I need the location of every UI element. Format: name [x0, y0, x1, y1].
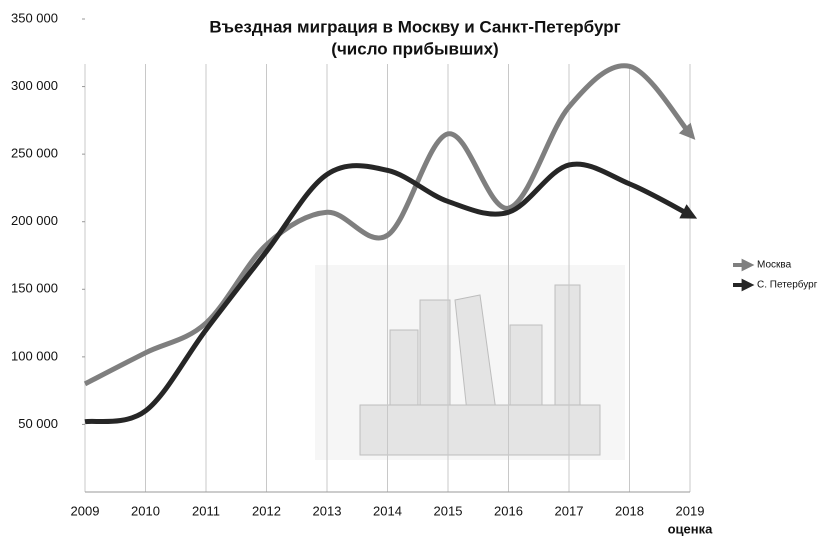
y-tick-label: 200 000 — [11, 213, 58, 228]
x-tick-label: 2013 — [313, 503, 342, 518]
x-tick-label: 2012 — [252, 503, 281, 518]
chart-title: Въездная миграция в Москву и Санкт-Петер… — [209, 17, 620, 36]
legend-label: С. Петербург — [757, 279, 818, 291]
x-tick-label: 2009 — [71, 503, 100, 518]
annotation: оценка — [668, 521, 714, 536]
chart-subtitle: (число прибывших) — [331, 39, 498, 58]
x-tick-label: 2015 — [434, 503, 463, 518]
x-tick-label: 2018 — [615, 503, 644, 518]
y-tick-label: 150 000 — [11, 281, 58, 296]
y-tick-label: 350 000 — [11, 10, 58, 25]
chart: Въездная миграция в Москву и Санкт-Петер… — [0, 0, 819, 536]
skyline-illustration — [315, 265, 625, 460]
x-tick-label: 2017 — [555, 503, 584, 518]
x-tick-label: 2010 — [131, 503, 160, 518]
legend-label: Москва — [757, 260, 792, 271]
x-tick-label: 2014 — [373, 503, 402, 518]
y-tick-label: 300 000 — [11, 78, 58, 93]
y-tick-label: 50 000 — [18, 416, 58, 431]
y-tick-label: 100 000 — [11, 348, 58, 363]
y-tick-label: 250 000 — [11, 146, 58, 161]
x-tick-label: 2019 — [676, 503, 705, 518]
x-tick-label: 2016 — [494, 503, 523, 518]
x-tick-label: 2011 — [192, 503, 220, 518]
